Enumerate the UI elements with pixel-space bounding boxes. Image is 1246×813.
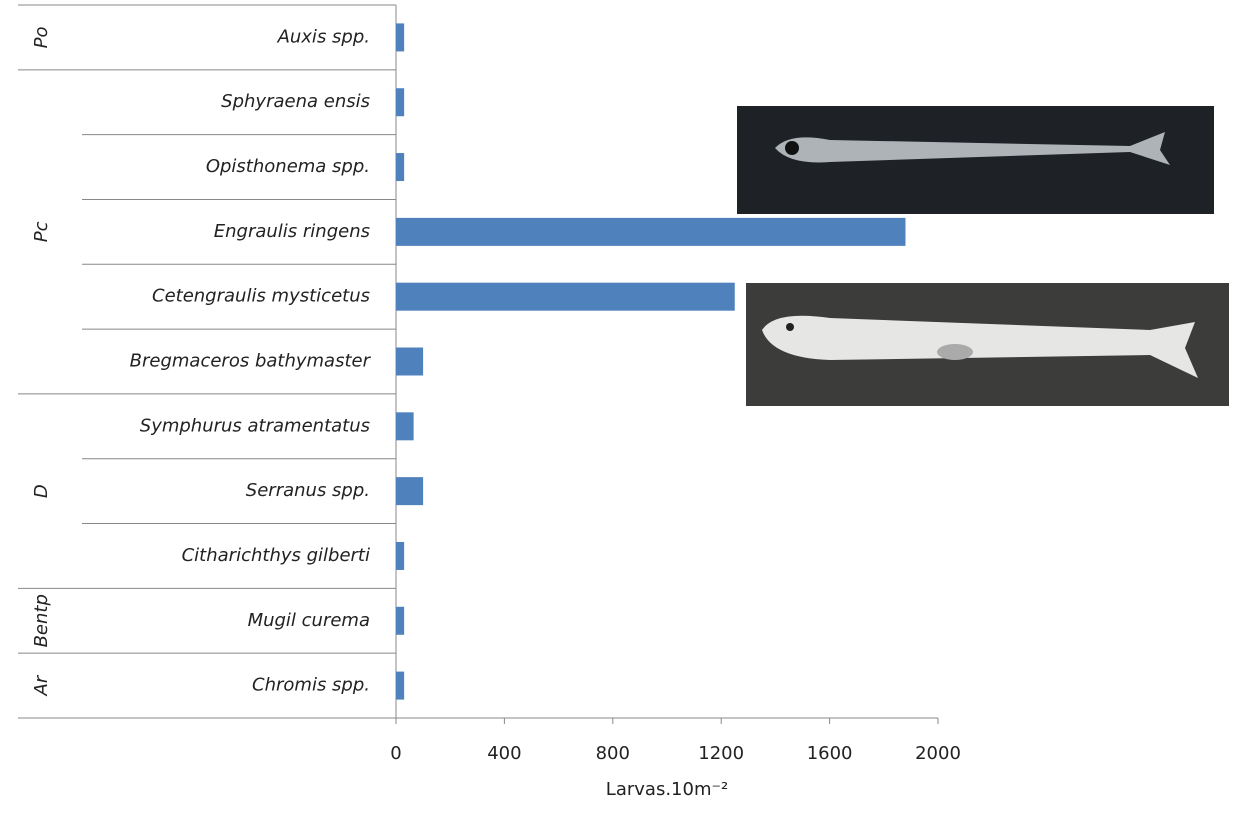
bar: [396, 23, 405, 52]
x-tick-label: 2000: [915, 743, 961, 764]
x-tick-label: 0: [390, 743, 401, 764]
category-label: Cetengraulis mysticetus: [152, 286, 370, 307]
bar: [396, 282, 735, 311]
category-label: Sphyraena ensis: [221, 91, 370, 112]
x-tick-label: 1600: [807, 743, 853, 764]
category-label: Symphurus atramentatus: [140, 415, 370, 436]
bar: [396, 217, 906, 246]
bar: [396, 412, 414, 441]
category-label: Mugil curema: [248, 610, 370, 631]
category-label: Serranus spp.: [246, 480, 370, 501]
category-label: Opisthonema spp.: [206, 156, 370, 177]
bar: [396, 347, 424, 376]
x-tick-label: 400: [487, 743, 521, 764]
bar: [396, 606, 405, 635]
bar: [396, 541, 405, 570]
category-label: Bregmaceros bathymaster: [130, 351, 372, 372]
group-label: Pc: [31, 221, 52, 242]
photo-top: [737, 106, 1214, 214]
category-label: Citharichthys gilberti: [182, 545, 370, 566]
category-label: Engraulis ringens: [214, 221, 370, 242]
bar: [396, 153, 405, 182]
group-label: Bentp: [31, 594, 52, 647]
x-axis-label: Larvas.10m⁻²: [606, 779, 728, 800]
bar: [396, 477, 424, 506]
photo-bottom: [746, 283, 1229, 406]
group-label: Po: [31, 26, 52, 48]
category-label: Chromis spp.: [252, 675, 370, 696]
category-label: Auxis spp.: [277, 26, 370, 47]
group-label: Ar: [31, 674, 52, 696]
bar: [396, 88, 405, 117]
x-tick-label: 800: [596, 743, 630, 764]
bar: [396, 671, 405, 700]
x-tick-label: 1200: [698, 743, 744, 764]
group-label: D: [31, 484, 52, 498]
